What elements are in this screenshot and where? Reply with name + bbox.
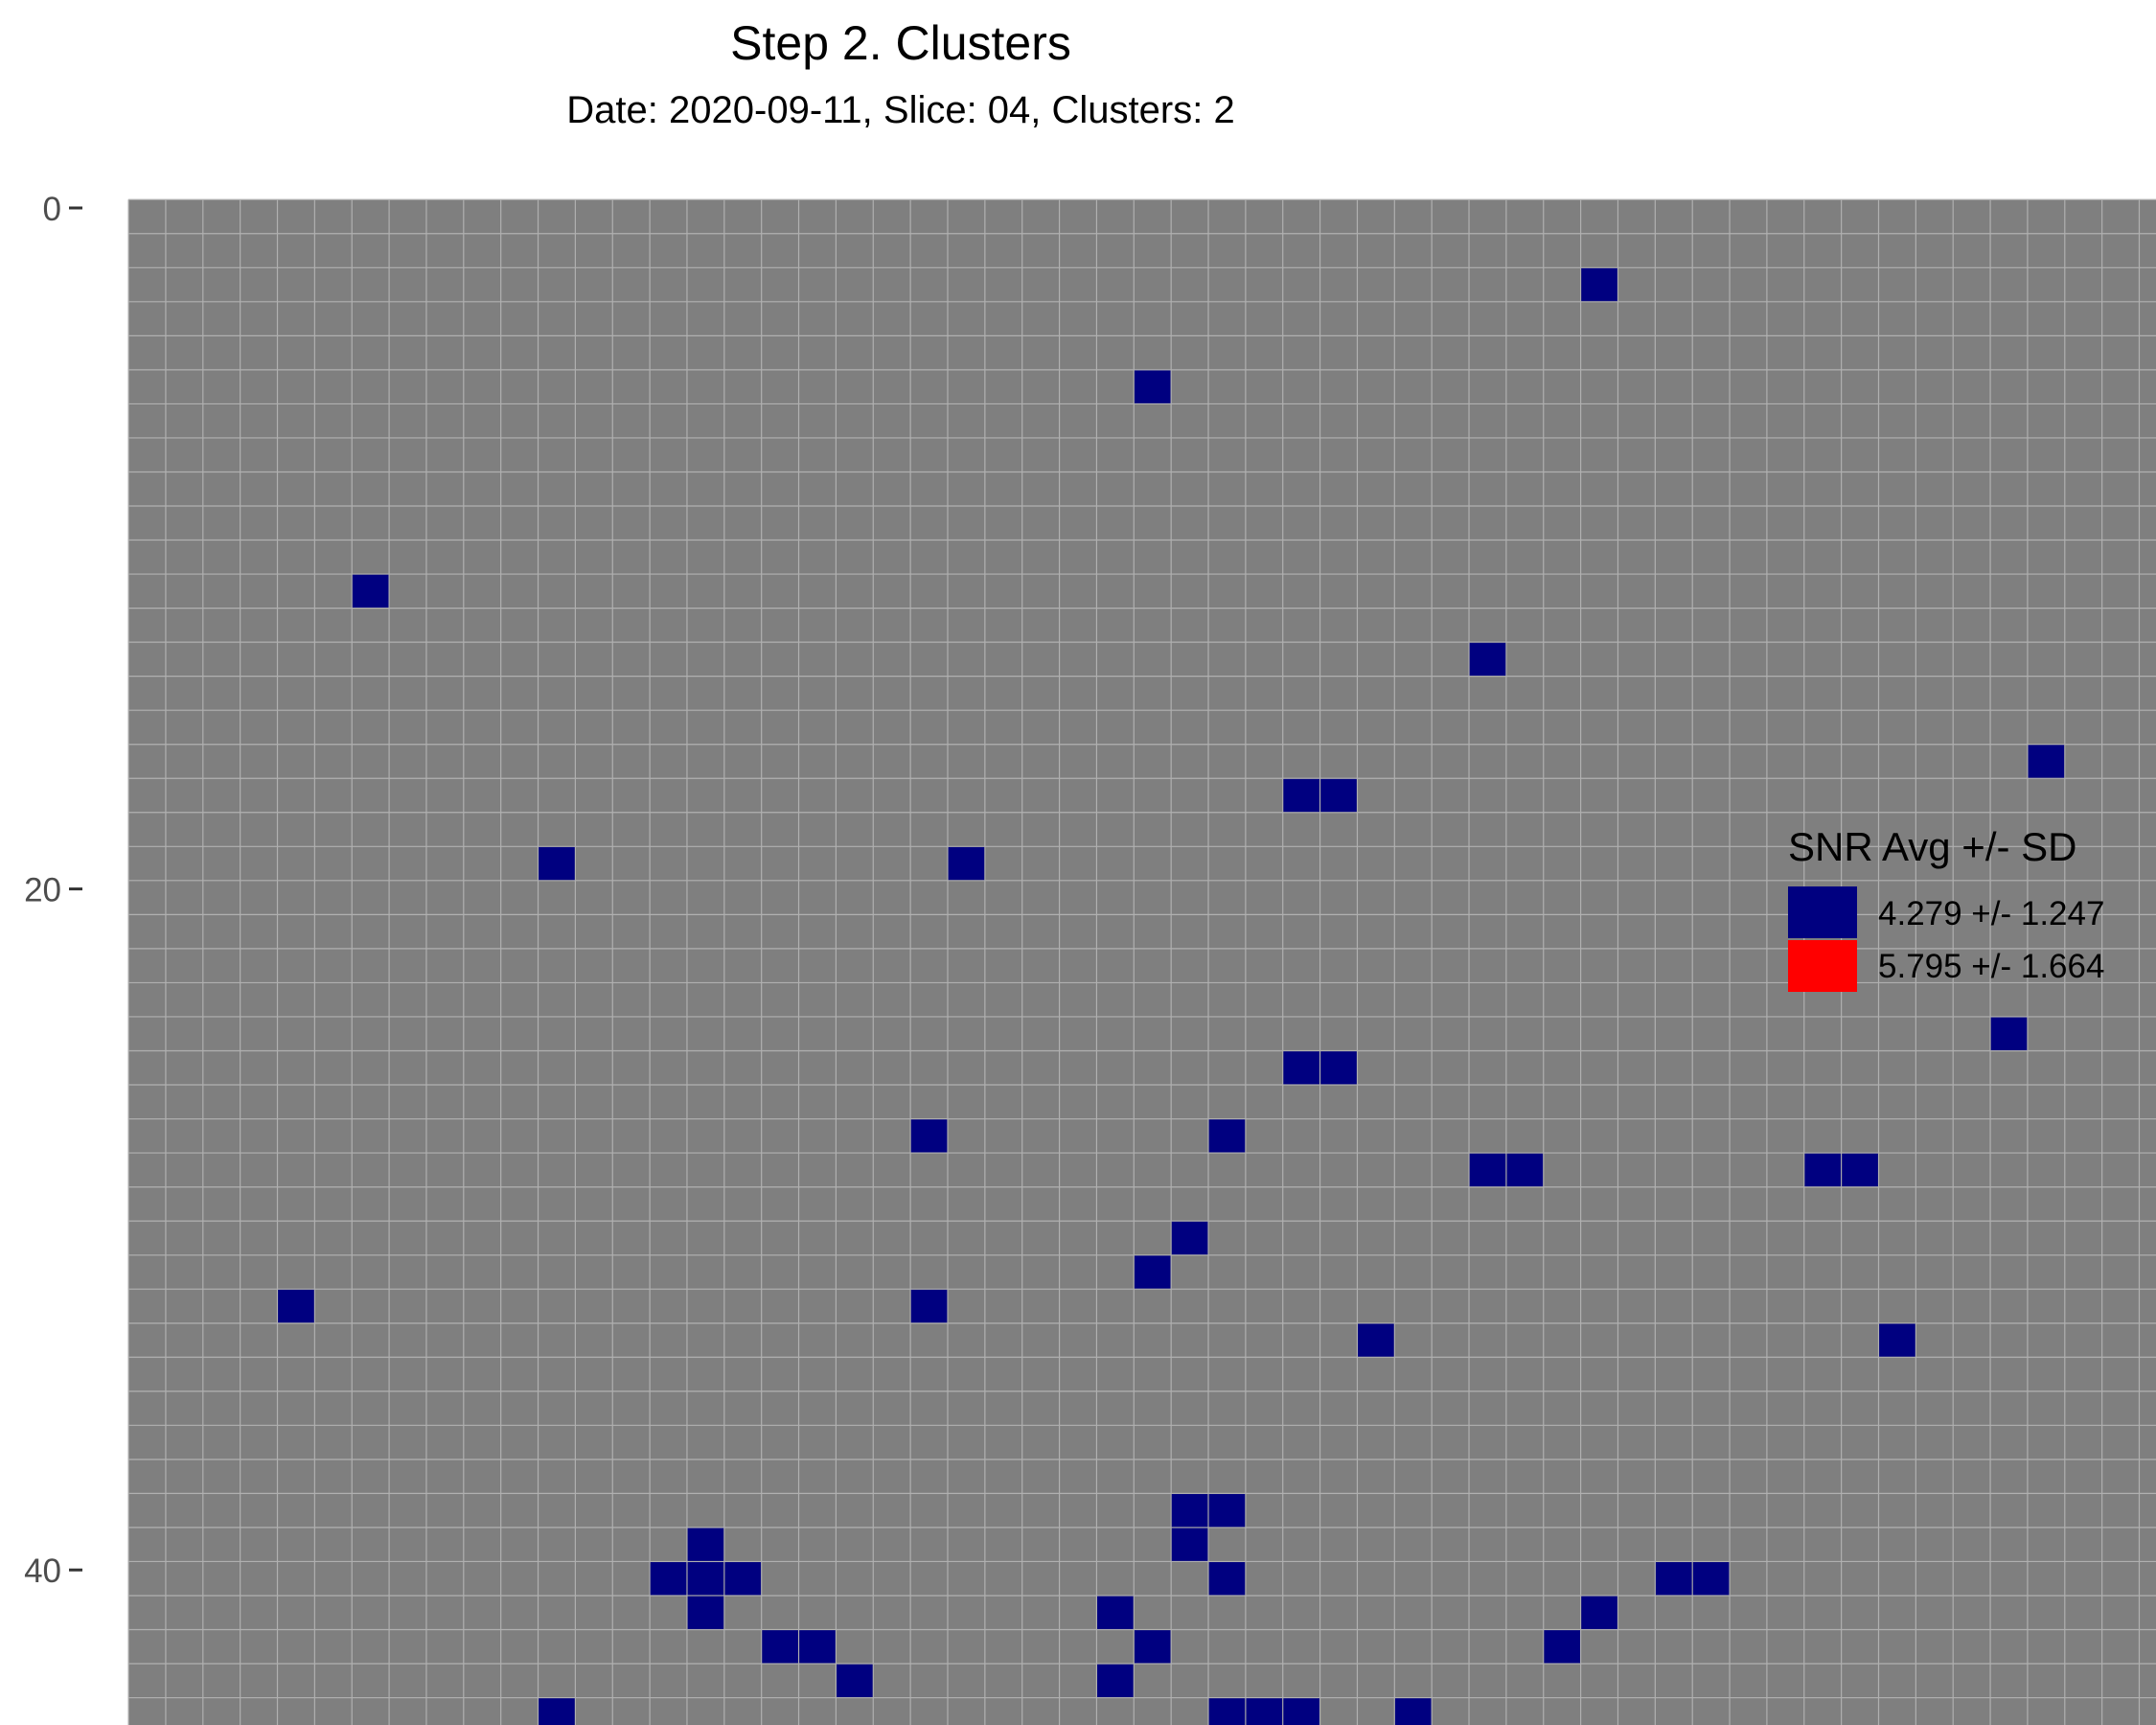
cell-cluster-1 xyxy=(837,1664,873,1697)
cell-cluster-1 xyxy=(1097,1596,1134,1629)
cell-cluster-1 xyxy=(278,1289,314,1323)
cell-cluster-1 xyxy=(1171,1221,1208,1255)
cell-cluster-1 xyxy=(352,574,389,608)
cell-cluster-1 xyxy=(687,1562,724,1596)
cell-cluster-1 xyxy=(948,846,985,881)
cell-cluster-1 xyxy=(1358,1323,1394,1357)
cell-cluster-1 xyxy=(724,1562,762,1596)
cell-cluster-1 xyxy=(799,1630,836,1664)
legend-label-cluster-2: 5.795 +/- 1.664 xyxy=(1878,948,2104,985)
cell-cluster-1 xyxy=(650,1562,687,1596)
cell-cluster-1 xyxy=(687,1528,724,1561)
cell-cluster-1 xyxy=(687,1596,724,1629)
cell-cluster-1 xyxy=(1320,1051,1357,1085)
cell-cluster-1 xyxy=(1394,1698,1432,1725)
cell-cluster-1 xyxy=(1208,1119,1246,1153)
chart-title: Step 2. Clusters xyxy=(730,16,1071,70)
cell-cluster-1 xyxy=(1208,1562,1246,1596)
cell-cluster-1 xyxy=(1246,1698,1283,1725)
cell-cluster-1 xyxy=(539,846,575,881)
cell-cluster-1 xyxy=(910,1119,948,1153)
cluster-cells xyxy=(278,267,2065,1725)
cell-cluster-1 xyxy=(1655,1562,1692,1596)
legend-swatch-cluster-2 xyxy=(1788,940,1857,992)
cell-cluster-1 xyxy=(1990,1017,2028,1050)
y-axis: 020406080 xyxy=(24,191,82,1590)
cell-cluster-1 xyxy=(1320,778,1357,813)
cell-cluster-1 xyxy=(1581,1596,1617,1629)
cell-cluster-1 xyxy=(1134,370,1171,403)
chart-subtitle: Date: 2020-09-11, Slice: 04, Clusters: 2 xyxy=(566,89,1234,131)
cell-cluster-1 xyxy=(1134,1255,1171,1289)
grid-lines xyxy=(127,198,2156,1725)
legend-label-cluster-1: 4.279 +/- 1.247 xyxy=(1878,895,2104,932)
cell-cluster-1 xyxy=(1134,1630,1171,1664)
cell-cluster-1 xyxy=(1171,1528,1208,1561)
cell-cluster-1 xyxy=(1097,1664,1134,1697)
cell-cluster-1 xyxy=(1469,1153,1506,1187)
cell-cluster-1 xyxy=(1692,1562,1730,1596)
cell-cluster-1 xyxy=(1283,1051,1319,1085)
y-tick-label: 20 xyxy=(24,872,61,909)
legend: SNR Avg +/- SD 4.279 +/- 1.247 5.795 +/-… xyxy=(1788,824,2104,992)
cell-cluster-1 xyxy=(2028,745,2065,778)
cell-cluster-1 xyxy=(1469,642,1506,677)
cell-cluster-1 xyxy=(539,1698,575,1725)
cell-cluster-1 xyxy=(1842,1153,1878,1187)
legend-swatch-cluster-1 xyxy=(1788,886,1857,938)
cell-cluster-1 xyxy=(1804,1153,1842,1187)
cell-cluster-1 xyxy=(1283,778,1319,813)
y-tick-label: 40 xyxy=(24,1552,61,1590)
cell-cluster-1 xyxy=(1879,1323,1915,1357)
cell-cluster-1 xyxy=(1208,1698,1246,1725)
cell-cluster-1 xyxy=(1506,1153,1544,1187)
cell-cluster-1 xyxy=(1283,1698,1319,1725)
cell-cluster-1 xyxy=(1581,267,1617,302)
y-tick-label: 0 xyxy=(43,191,61,228)
cell-cluster-1 xyxy=(1544,1630,1581,1664)
cell-cluster-1 xyxy=(1171,1493,1208,1528)
cell-cluster-1 xyxy=(910,1289,948,1323)
legend-title: SNR Avg +/- SD xyxy=(1788,824,2077,869)
cell-cluster-1 xyxy=(1208,1493,1246,1528)
cell-cluster-1 xyxy=(762,1630,798,1664)
